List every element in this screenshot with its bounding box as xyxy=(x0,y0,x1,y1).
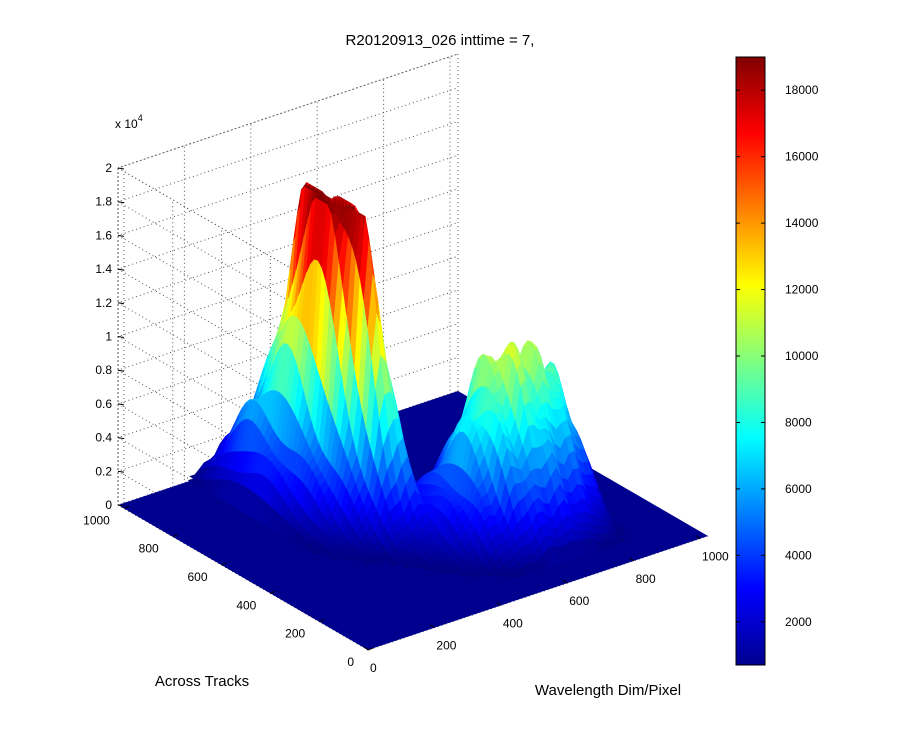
y-tick-label: 800 xyxy=(139,542,159,556)
z-tick-label: 1.6 xyxy=(95,228,112,242)
y-axis-label: Across Tracks xyxy=(155,673,249,690)
x-tick xyxy=(629,557,634,562)
z-tick-label: 2 xyxy=(105,161,112,175)
z-tick-label: 0.2 xyxy=(95,464,112,478)
colorbar-tick-label: 18000 xyxy=(785,83,819,97)
z-tick xyxy=(117,234,125,237)
grid-line xyxy=(116,87,459,348)
x-axis-label: Wavelength Dim/Pixel xyxy=(535,682,681,699)
colorbar-tick-label: 6000 xyxy=(785,482,812,496)
y-tick-label: 1000 xyxy=(83,513,110,527)
colorbar: 2000 4000 6000 8000 10000 12000 14000 16000 1800… xyxy=(735,56,819,666)
z-tick-label: 0.4 xyxy=(95,431,112,445)
grid-line xyxy=(117,168,369,651)
colorbar-tick-label: 14000 xyxy=(785,216,819,230)
y-tick-label: 0 xyxy=(347,655,354,669)
z-tick-label: 0.6 xyxy=(95,397,112,411)
y-tick-label: 400 xyxy=(236,598,256,612)
y-tick xyxy=(172,534,178,538)
z-tick xyxy=(117,470,125,473)
x-tick-label: 400 xyxy=(503,616,523,630)
colorbar-ticks: 2000 4000 6000 8000 10000 12000 14000 16000 1800… xyxy=(736,83,819,629)
z-tick xyxy=(117,437,125,440)
x-tick-label: 600 xyxy=(569,594,589,608)
surface-patch xyxy=(616,527,627,533)
x-tick xyxy=(363,646,369,651)
z-tick-label: 1 xyxy=(105,330,112,344)
x-tick xyxy=(430,624,435,629)
surface-patch xyxy=(615,531,626,537)
y-tick-label: 600 xyxy=(187,570,207,584)
colorbar-tick-label: 4000 xyxy=(785,548,812,562)
x-tick-label: 1000 xyxy=(702,550,729,564)
x-tick-label: 0 xyxy=(370,661,377,675)
z-tick-label: 1.4 xyxy=(95,262,112,276)
y-tick xyxy=(367,647,374,651)
z-tick xyxy=(117,369,125,372)
z-multiplier-exponent: 4 xyxy=(138,113,143,123)
z-tick xyxy=(117,201,125,204)
z-tick-label: 0.8 xyxy=(95,363,112,377)
z-tick-label: 0 xyxy=(105,498,112,512)
z-tick xyxy=(117,167,125,170)
surface-mesh xyxy=(118,182,708,650)
z-multiplier-base: x 10 xyxy=(115,117,138,131)
z-tick xyxy=(117,302,125,305)
x-tick xyxy=(562,579,568,584)
z-multiplier: x 104 xyxy=(115,113,143,131)
z-tick-label: 1.2 xyxy=(95,296,112,310)
chart-title: R20120913_026 inttime = 7, xyxy=(346,32,535,49)
y-tick xyxy=(270,590,276,594)
z-tick-label: 1.8 xyxy=(95,195,112,209)
x-tick-label: 800 xyxy=(636,572,656,586)
z-tick xyxy=(117,403,125,406)
colorbar-tick-label: 8000 xyxy=(785,415,812,429)
z-tick xyxy=(117,268,125,271)
grid-line xyxy=(116,53,459,314)
y-tick xyxy=(318,619,325,623)
colorbar-tick-label: 16000 xyxy=(785,150,819,164)
z-tick xyxy=(117,504,125,507)
x-tick xyxy=(496,602,502,606)
y-tick xyxy=(221,562,227,566)
x-tick xyxy=(695,535,701,540)
colorbar-tick-label: 12000 xyxy=(785,283,819,297)
surface-patch xyxy=(617,538,628,543)
z-tick xyxy=(117,336,125,338)
colorbar-tick-label: 10000 xyxy=(785,349,819,363)
x-tick-label: 200 xyxy=(436,639,456,653)
colorbar-gradient xyxy=(735,56,766,666)
y-tick xyxy=(123,505,130,509)
colorbar-tick-label: 2000 xyxy=(785,615,812,629)
axes: 0 0.2 0.4 0.6 0.8 1 1.2 1.4 1.6 1.8 2 0 200 400 600 800… xyxy=(83,161,729,675)
y-tick-label: 200 xyxy=(285,627,305,641)
